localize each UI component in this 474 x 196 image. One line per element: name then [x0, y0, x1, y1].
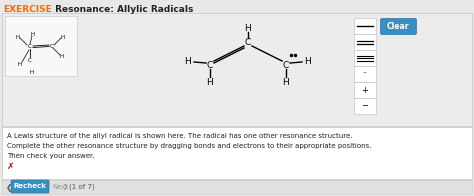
- Text: C: C: [28, 44, 32, 48]
- Text: +: +: [362, 85, 368, 94]
- Text: C: C: [283, 61, 289, 70]
- Bar: [354, 98, 376, 114]
- Text: ❮: ❮: [6, 182, 12, 191]
- Text: C: C: [207, 61, 213, 70]
- Text: H: H: [305, 56, 311, 65]
- Bar: [2, 127, 472, 179]
- Text: Complete the other resonance structure by dragging bonds and electrons to their : Complete the other resonance structure b…: [7, 143, 372, 149]
- FancyBboxPatch shape: [381, 18, 417, 34]
- Text: ··: ··: [363, 70, 368, 79]
- FancyBboxPatch shape: [11, 180, 49, 193]
- Text: ❯: ❯: [62, 184, 67, 190]
- Bar: [5, 16, 77, 76]
- Bar: [354, 50, 376, 66]
- Text: −: −: [362, 102, 368, 111]
- Text: H: H: [16, 34, 20, 40]
- Bar: [354, 34, 376, 50]
- Text: (1 of 7): (1 of 7): [69, 184, 95, 190]
- Text: H: H: [207, 77, 213, 86]
- Text: EXERCISE: EXERCISE: [3, 5, 52, 14]
- Text: H: H: [18, 62, 22, 66]
- Text: Then check your answer.: Then check your answer.: [7, 153, 94, 159]
- Text: Next: Next: [52, 184, 68, 190]
- Text: ✗: ✗: [7, 162, 15, 171]
- Text: H: H: [185, 56, 191, 65]
- Bar: [354, 18, 376, 34]
- Text: H: H: [61, 34, 65, 40]
- Bar: [354, 66, 376, 82]
- Bar: [2, 13, 472, 126]
- Text: C: C: [50, 44, 54, 48]
- Text: A Lewis structure of the allyl radical is shown here. The radical has one other : A Lewis structure of the allyl radical i…: [7, 133, 353, 139]
- Text: H: H: [245, 24, 251, 33]
- Text: C: C: [28, 57, 32, 63]
- Text: C: C: [245, 37, 251, 46]
- Text: Recheck: Recheck: [14, 183, 46, 190]
- Text: H: H: [283, 77, 289, 86]
- Text: Clear: Clear: [387, 22, 409, 31]
- Bar: [2, 180, 472, 194]
- Text: Resonance: Allylic Radicals: Resonance: Allylic Radicals: [52, 5, 193, 14]
- Text: H: H: [60, 54, 64, 58]
- Text: H: H: [31, 32, 35, 36]
- Bar: [354, 82, 376, 98]
- Text: H: H: [30, 70, 34, 74]
